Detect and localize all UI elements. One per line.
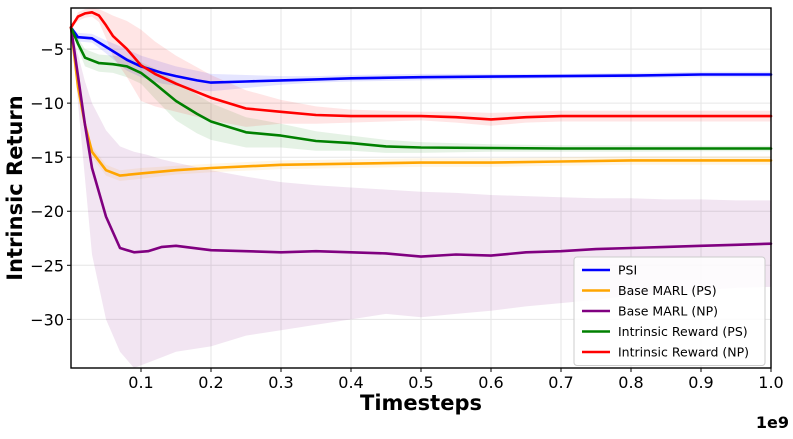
y-tick-label: −5 xyxy=(40,40,64,59)
x-axis-multiplier: 1e9 xyxy=(756,413,789,432)
x-tick-label: 0.3 xyxy=(268,373,293,392)
y-axis-label: Intrinsic Return xyxy=(3,95,27,280)
line-series-0 xyxy=(69,26,773,84)
legend-label: Intrinsic Reward (NP) xyxy=(618,345,749,360)
legend-label: PSI xyxy=(618,263,637,278)
x-axis-label: Timesteps xyxy=(360,391,482,415)
x-tick-label: 1.0 xyxy=(758,373,783,392)
legend-label: Base MARL (PS) xyxy=(618,283,717,298)
line-series-2 xyxy=(69,26,773,258)
y-ticks: −5 −10 −15 −20 −25 −30 xyxy=(30,40,71,329)
line-series-4 xyxy=(69,11,773,121)
x-tick-label: 0.7 xyxy=(548,373,573,392)
x-tick-label: 0.5 xyxy=(408,373,433,392)
y-tick-label: −30 xyxy=(30,310,64,329)
y-tick-label: −10 xyxy=(30,94,64,113)
band-series-3 xyxy=(71,27,771,153)
x-tick-label: 0.6 xyxy=(478,373,503,392)
legend: PSI Base MARL (PS) Base MARL (NP) Intrinsic… xyxy=(573,256,766,366)
legend-label: Base MARL (NP) xyxy=(618,304,718,319)
x-tick-label: 0.8 xyxy=(618,373,643,392)
y-tick-label: −15 xyxy=(30,148,64,167)
band-series-4 xyxy=(71,8,771,127)
x-tick-label: 0.1 xyxy=(128,373,153,392)
x-tick-label: 0.9 xyxy=(688,373,713,392)
series-lines xyxy=(69,11,773,258)
y-tick-label: −20 xyxy=(30,202,64,221)
x-tick-label: 0.2 xyxy=(198,373,223,392)
grid xyxy=(71,8,772,368)
line-series-3 xyxy=(69,26,773,150)
x-ticks: 0.1 0.2 0.3 0.4 0.5 0.6 0.7 0.8 0.9 1.0 xyxy=(128,368,784,392)
y-tick-label: −25 xyxy=(30,256,64,275)
legend-box xyxy=(573,256,766,366)
legend-label: Intrinsic Reward (PS) xyxy=(618,324,748,339)
x-tick-label: 0.4 xyxy=(338,373,363,392)
line-series-1 xyxy=(69,26,773,177)
